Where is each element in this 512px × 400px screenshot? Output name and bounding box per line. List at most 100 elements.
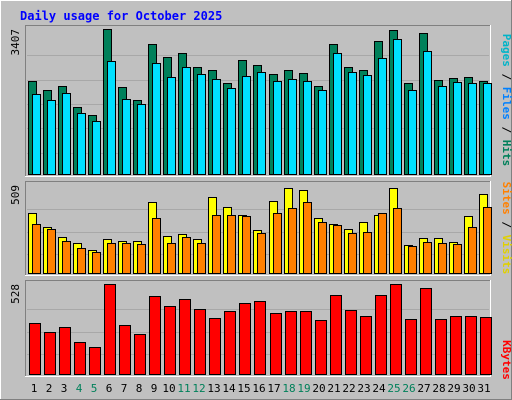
bar-sites-day-27 bbox=[423, 242, 432, 274]
bar-kbytes-day-18 bbox=[285, 311, 297, 375]
bar-kbytes-day-26 bbox=[405, 319, 417, 375]
bar-kbytes-day-21 bbox=[330, 295, 342, 375]
bar-sites-day-15 bbox=[242, 216, 251, 274]
bar-files-day-28 bbox=[438, 86, 447, 175]
bar-sites-day-17 bbox=[273, 213, 282, 274]
bar-files-day-16 bbox=[257, 72, 266, 175]
bar-sites-day-25 bbox=[393, 208, 402, 274]
bar-sites-day-12 bbox=[197, 243, 206, 274]
bar-sites-day-4 bbox=[77, 248, 86, 274]
bar-sites-day-16 bbox=[257, 233, 266, 274]
x-tick-label: 23 bbox=[357, 382, 370, 395]
chart-title: Daily usage for October 2025 bbox=[20, 9, 222, 23]
legend-sep-1: / bbox=[500, 74, 512, 81]
bar-sites-day-28 bbox=[438, 243, 447, 274]
bar-kbytes-day-16 bbox=[254, 301, 266, 375]
bar-sites-day-7 bbox=[122, 243, 131, 274]
bar-files-day-23 bbox=[363, 75, 372, 175]
bar-files-day-14 bbox=[227, 88, 236, 175]
bar-kbytes-day-1 bbox=[29, 323, 41, 375]
bar-files-day-13 bbox=[212, 79, 221, 175]
bar-sites-day-23 bbox=[363, 232, 372, 274]
svg-text:Sites / Visits: Sites / Visits bbox=[500, 182, 512, 275]
bar-files-day-4 bbox=[77, 113, 86, 175]
svg-text:KBytes: KBytes bbox=[500, 340, 512, 380]
bar-files-day-26 bbox=[408, 90, 417, 175]
bar-sites-day-24 bbox=[378, 213, 387, 274]
bar-files-day-30 bbox=[468, 83, 477, 175]
bar-kbytes-day-7 bbox=[119, 325, 131, 375]
scale-label-sites-visits: 509 bbox=[9, 185, 22, 205]
bar-kbytes-day-29 bbox=[450, 316, 462, 375]
panel-sites-visits: 509 bbox=[9, 181, 492, 276]
bar-sites-day-20 bbox=[318, 222, 327, 274]
bar-sites-day-26 bbox=[408, 246, 417, 274]
bar-files-day-18 bbox=[288, 79, 297, 175]
x-tick-label: 24 bbox=[372, 382, 386, 395]
bar-sites-day-3 bbox=[62, 241, 71, 274]
x-tick-label: 7 bbox=[121, 382, 128, 395]
bar-files-day-24 bbox=[378, 58, 387, 175]
panel-kbytes: 528 bbox=[9, 280, 492, 377]
bar-kbytes-day-28 bbox=[435, 319, 447, 375]
bar-kbytes-day-22 bbox=[345, 310, 357, 375]
bar-files-day-3 bbox=[62, 93, 71, 175]
bar-sites-day-13 bbox=[212, 215, 221, 274]
x-tick-label: 22 bbox=[342, 382, 355, 395]
svg-text:Pages / Files: Pages / Files / Hits bbox=[500, 34, 512, 167]
x-tick-label: 15 bbox=[237, 382, 250, 395]
bar-sites-day-14 bbox=[227, 215, 236, 274]
bar-files-day-22 bbox=[348, 72, 357, 175]
legend-top-panel: Pages / Files / Hits bbox=[500, 34, 512, 167]
bar-sites-day-8 bbox=[137, 244, 146, 274]
x-tick-label: 29 bbox=[447, 382, 460, 395]
x-tick-label: 4 bbox=[76, 382, 83, 395]
bar-kbytes-day-11 bbox=[179, 299, 191, 375]
bar-kbytes-day-27 bbox=[420, 288, 432, 375]
bar-sites-day-1 bbox=[32, 224, 41, 274]
chart-panels: 3407 509 528 bbox=[9, 25, 492, 377]
scale-label-pages-files-hits: 3407 bbox=[9, 29, 22, 56]
bar-files-day-31 bbox=[483, 83, 492, 175]
bar-kbytes-day-14 bbox=[224, 311, 236, 375]
bar-sites-day-11 bbox=[182, 237, 191, 274]
bar-sites-day-31 bbox=[483, 207, 492, 274]
x-tick-label: 16 bbox=[252, 382, 265, 395]
legend-kbytes: KBytes bbox=[500, 340, 512, 380]
legend-visits: Visits bbox=[500, 235, 512, 275]
x-tick-label: 26 bbox=[402, 382, 415, 395]
bar-files-day-6 bbox=[107, 61, 116, 175]
x-tick-label: 1 bbox=[31, 382, 38, 395]
legend-sites: Sites bbox=[500, 182, 512, 215]
panel-pages-files-hits: 3407 bbox=[9, 25, 492, 177]
bar-kbytes-day-20 bbox=[315, 320, 327, 375]
x-tick-label: 19 bbox=[297, 382, 310, 395]
bar-files-day-17 bbox=[273, 81, 282, 175]
bar-kbytes-day-17 bbox=[270, 313, 282, 375]
x-axis-day-labels: 1 2 3 4 5 6 7 8 9 10 11 12 13 14 15 16 17 18 19 20 21 22 23 24 2… bbox=[31, 382, 491, 395]
scale-label-kbytes: 528 bbox=[9, 284, 22, 304]
x-tick-label: 3 bbox=[61, 382, 68, 395]
x-tick-label: 14 bbox=[222, 382, 236, 395]
bar-kbytes-day-10 bbox=[164, 306, 176, 375]
bar-kbytes-day-23 bbox=[360, 316, 372, 375]
bar-sites-day-9 bbox=[152, 218, 161, 274]
x-tick-label: 2 bbox=[46, 382, 53, 395]
bar-files-day-5 bbox=[92, 121, 101, 175]
bar-kbytes-day-15 bbox=[239, 303, 251, 375]
bar-files-day-1 bbox=[32, 94, 41, 175]
x-tick-label: 5 bbox=[91, 382, 98, 395]
bar-files-day-8 bbox=[137, 104, 146, 175]
bar-kbytes-day-4 bbox=[74, 342, 86, 375]
x-tick-label: 21 bbox=[327, 382, 340, 395]
bar-sites-day-5 bbox=[92, 252, 101, 274]
bar-files-day-11 bbox=[182, 67, 191, 175]
bar-kbytes-day-24 bbox=[375, 295, 387, 375]
bar-files-day-7 bbox=[122, 99, 131, 175]
bar-files-day-27 bbox=[423, 51, 432, 175]
bar-kbytes-day-31 bbox=[480, 317, 492, 375]
x-tick-label: 31 bbox=[477, 382, 490, 395]
bar-kbytes-day-2 bbox=[44, 332, 56, 375]
x-tick-label: 8 bbox=[136, 382, 143, 395]
